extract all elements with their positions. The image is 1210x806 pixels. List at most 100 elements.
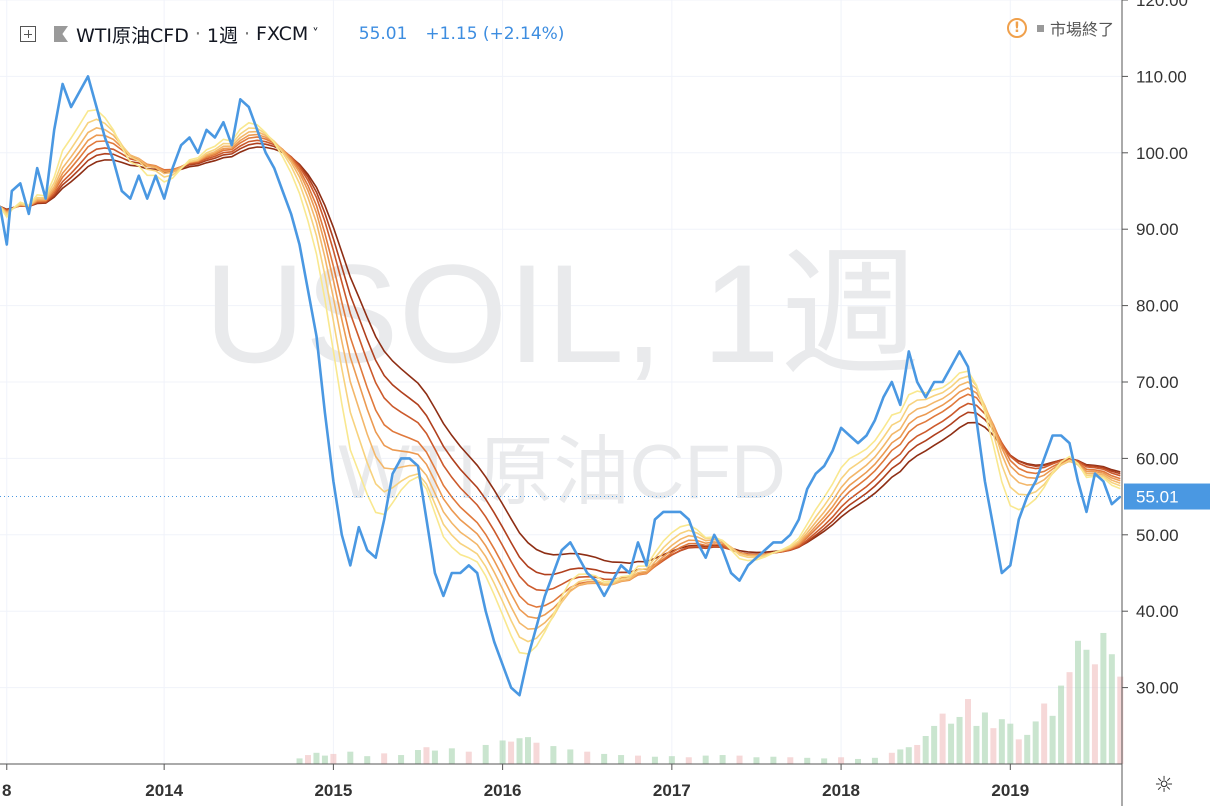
- volume-bar: [719, 755, 726, 764]
- y-tick-label: 40.00: [1136, 602, 1179, 621]
- volume-bar: [635, 755, 641, 764]
- volume-bar: [1117, 676, 1124, 764]
- x-tick-label: 2018: [822, 781, 860, 800]
- ma-ribbon: [0, 108, 1121, 655]
- volume-bar: [305, 755, 311, 764]
- volume-bar: [482, 744, 489, 764]
- chevron-down-icon[interactable]: ˅: [312, 26, 319, 42]
- add-symbol-icon[interactable]: [20, 26, 36, 42]
- volume-bar: [668, 756, 675, 764]
- volume-bar: [533, 742, 540, 764]
- volume-bar: [381, 753, 388, 764]
- symbol-name[interactable]: WTI原油CFD: [76, 24, 189, 47]
- volume-bar: [838, 757, 845, 764]
- volume-bar: [448, 748, 455, 764]
- last-price-tag: [1124, 483, 1210, 510]
- volume-bar: [685, 757, 692, 764]
- volume-bar: [550, 746, 557, 764]
- volume-bar: [973, 725, 980, 764]
- y-tick-label: 70.00: [1136, 373, 1179, 392]
- volume-bar: [330, 753, 337, 764]
- market-status: ! 市場終了: [1006, 16, 1114, 40]
- warning-icon[interactable]: !: [1006, 18, 1027, 38]
- volume-bar: [1100, 632, 1107, 764]
- volume-bar: [914, 744, 921, 764]
- volume-bar: [855, 758, 861, 764]
- volume-bar: [1058, 685, 1065, 764]
- volume-bar: [956, 716, 963, 764]
- interval-label[interactable]: 1週: [206, 24, 238, 47]
- market-status-text: 市場終了: [1049, 20, 1114, 39]
- volume-bar: [871, 757, 878, 764]
- volume-bar: [1041, 703, 1048, 764]
- volume-bar: [651, 756, 658, 764]
- volume-bar: [787, 757, 794, 764]
- x-tick-label: 2019: [991, 781, 1029, 800]
- volume-bar: [897, 749, 904, 764]
- status-square-icon: [1036, 24, 1044, 32]
- y-tick-label: 30.00: [1136, 679, 1179, 698]
- volume-bars: [296, 632, 1124, 764]
- y-tick-label: 100.00: [1136, 144, 1188, 163]
- x-tick-label: 2014: [145, 781, 183, 800]
- volume-bar: [821, 758, 828, 764]
- volume-bar: [888, 752, 895, 764]
- volume-bar: [347, 751, 354, 764]
- volume-bar: [296, 758, 303, 764]
- x-tick-label: 8: [2, 781, 11, 800]
- y-tick-label: 90.00: [1136, 220, 1179, 239]
- volume-bar: [990, 728, 997, 764]
- x-tick-label: 2015: [314, 781, 352, 800]
- x-tick-label: 2017: [653, 781, 691, 800]
- volume-bar: [1024, 734, 1031, 764]
- volume-bar: [499, 740, 506, 764]
- volume-bar: [753, 757, 760, 764]
- volume-bar: [516, 738, 523, 764]
- volume-bar: [948, 723, 955, 764]
- volume-bar: [1032, 721, 1039, 764]
- volume-bar: [398, 755, 405, 764]
- flag-icon[interactable]: [54, 26, 68, 42]
- watermark-sub: WTI原油CFD: [338, 430, 785, 515]
- volume-bar: [567, 749, 574, 764]
- volume-bar: [770, 756, 777, 764]
- y-tick-label: 50.00: [1136, 526, 1179, 545]
- price-line: [0, 75, 1122, 697]
- volume-bar: [313, 752, 320, 764]
- volume-bar: [965, 699, 971, 764]
- volume-bar: [508, 741, 515, 764]
- volume-bar: [364, 756, 371, 764]
- volume-bar: [931, 725, 938, 764]
- volume-bar: [415, 750, 421, 764]
- volume-bar: [423, 747, 430, 764]
- y-tick-label: 110.00: [1136, 67, 1187, 86]
- chart-header: WTI原油CFD · 1週 · FXCM ˅ 55.01 +1.15 (+2.1…: [0, 14, 1120, 54]
- settings-gear-icon[interactable]: ☼: [1154, 773, 1174, 798]
- volume-bar: [1015, 739, 1022, 764]
- exchange-label[interactable]: FXCM: [256, 23, 309, 45]
- watermark-main: USOIL, 1週: [204, 235, 920, 392]
- volume-bar: [939, 713, 946, 764]
- volume-bar: [922, 736, 929, 764]
- volume-bar: [1075, 640, 1081, 764]
- ma-line: [0, 108, 1121, 655]
- grid: [0, 0, 1122, 764]
- volume-bar: [321, 755, 328, 764]
- volume-bar: [736, 755, 743, 764]
- volume-bar: [1091, 664, 1098, 764]
- separator-dot: ·: [194, 23, 201, 45]
- volume-bar: [905, 747, 912, 764]
- last-price-label: 55.01: [1136, 488, 1179, 507]
- y-tick-label: 80.00: [1136, 297, 1179, 316]
- watermark: USOIL, 1週 WTI原油CFD: [204, 235, 920, 515]
- last-price: 55.01: [358, 24, 408, 44]
- volume-bar: [804, 757, 811, 764]
- volume-bar: [998, 719, 1005, 764]
- volume-bar: [1007, 723, 1014, 764]
- volume-bar: [702, 755, 709, 764]
- separator-dot: ·: [243, 23, 251, 45]
- volume-bar: [601, 753, 608, 764]
- volume-bar: [584, 751, 591, 764]
